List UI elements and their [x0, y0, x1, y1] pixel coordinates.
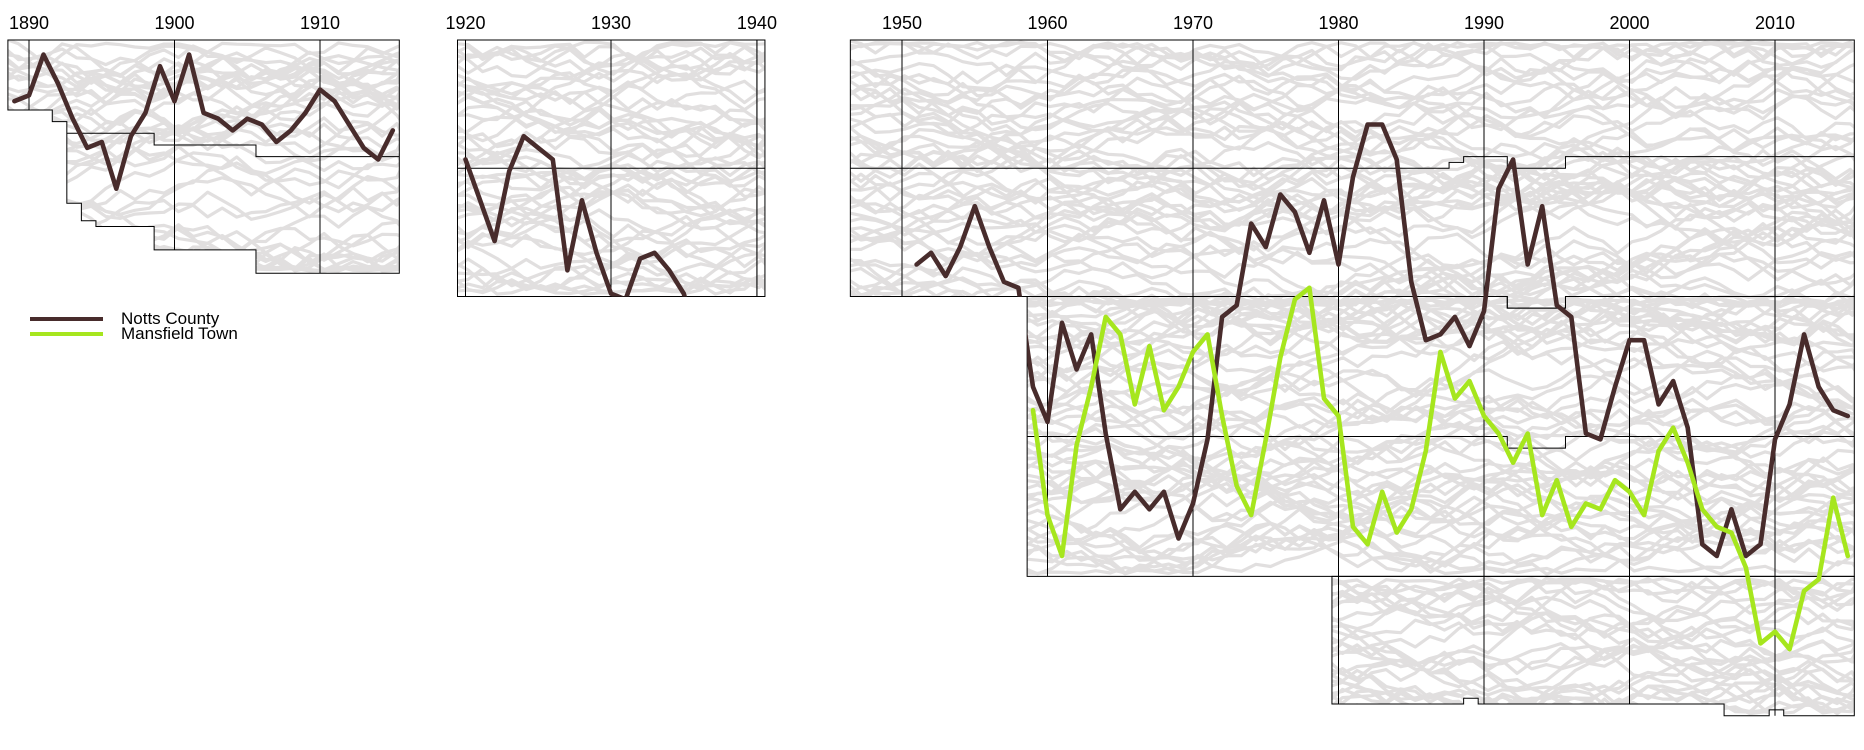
series-line-mansfield-town: [1030, 285, 1851, 652]
division-boundary-line: [1026, 296, 1855, 577]
chart-legend: Notts County Mansfield Town: [30, 309, 238, 343]
x-tick-label: 1940: [737, 13, 777, 33]
x-tick-label: 1930: [591, 13, 631, 33]
legend-label: Notts County: [121, 309, 220, 328]
division-boundary-line: [850, 156, 1855, 169]
x-tick-label: 1900: [154, 13, 194, 33]
series-line-notts-county: [463, 133, 701, 297]
x-tick-label: 1920: [445, 13, 485, 33]
division-boundary-line: [7, 39, 400, 274]
series-line-notts-county: [914, 122, 1851, 559]
legend-item: Mansfield Town: [30, 324, 238, 343]
legend-line-swatch-mansfield-town: [30, 331, 103, 336]
x-tick-label: 1950: [882, 13, 922, 33]
x-axis-labels: 1890 1900 1910 1920 1930 1940 1950 1960 1970 1980…: [9, 13, 1795, 33]
club-series-lines: [12, 52, 1851, 652]
decade-gridlines: [28, 40, 1776, 716]
series-line-notts-county: [12, 52, 396, 191]
x-tick-label: 1980: [1318, 13, 1358, 33]
division-boundary-line: [456, 39, 766, 298]
division-boundary-line: [1331, 575, 1855, 717]
x-tick-label: 1970: [1173, 13, 1213, 33]
x-tick-label: 1890: [9, 13, 49, 33]
division-boundary-line: [66, 132, 400, 158]
x-tick-label: 2010: [1755, 13, 1795, 33]
x-tick-label: 2000: [1609, 13, 1649, 33]
legend-line-swatch-notts-county: [30, 316, 103, 321]
x-tick-label: 1960: [1027, 13, 1067, 33]
x-tick-label: 1910: [300, 13, 340, 33]
legend-label: Mansfield Town: [121, 324, 238, 343]
x-tick-label: 1990: [1464, 13, 1504, 33]
legend-item: Notts County: [30, 309, 238, 328]
